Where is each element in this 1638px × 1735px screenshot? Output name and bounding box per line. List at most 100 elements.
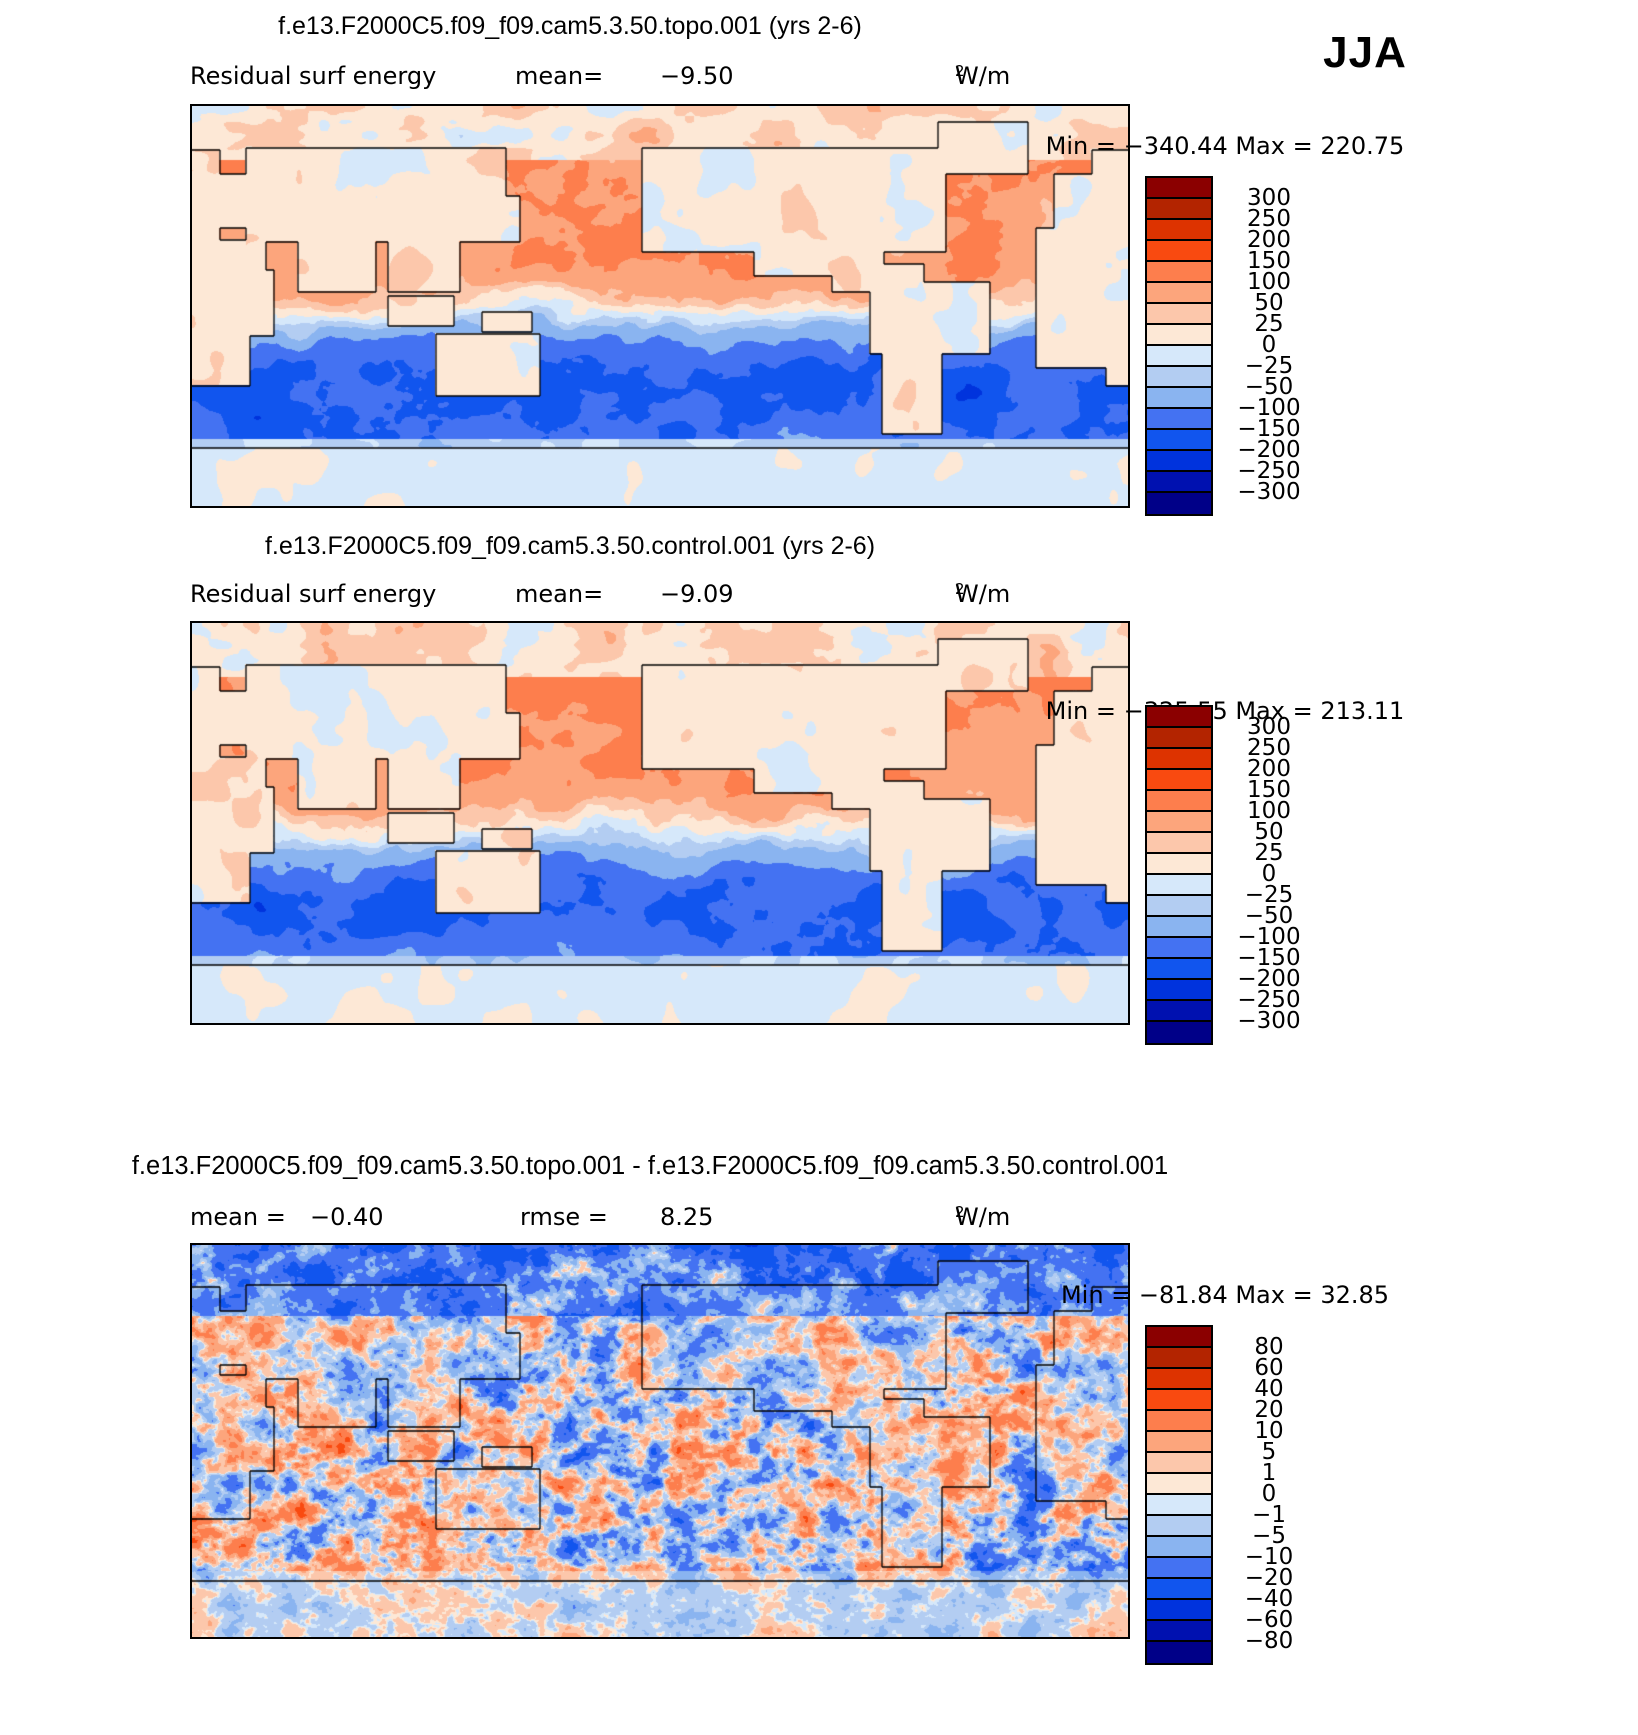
- colorbar-tick-label: 150: [1247, 777, 1291, 803]
- colorbar-tick-label: −200: [1237, 437, 1301, 463]
- map-difference: [190, 1243, 1130, 1639]
- rmse-label-difference: rmse =: [520, 1203, 608, 1231]
- colorbar-tick-label: 0: [1261, 1481, 1277, 1507]
- colorbar-tick-label: −50: [1244, 374, 1294, 400]
- mean-value-topo: −9.50: [660, 62, 734, 90]
- colorbar-tick-label: 300: [1247, 714, 1291, 740]
- panel-subrow-topo: Residual surf energy mean= −9.50 W/m 2: [190, 62, 1011, 90]
- colorbar-swatch: [1147, 959, 1211, 980]
- mean-value-control: −9.09: [660, 580, 734, 608]
- colorbar-swatch: [1147, 1642, 1211, 1663]
- colorbar-tick-label: 25: [1254, 311, 1284, 337]
- colorbar-tick-label: 10: [1254, 1418, 1284, 1444]
- colorbar-swatch: [1147, 938, 1211, 959]
- colorbar-swatch: [1147, 1558, 1211, 1579]
- panel-title-difference: f.e13.F2000C5.f09_f09.cam5.3.50.topo.001…: [131, 1152, 1169, 1180]
- colorbar-tick-label: −60: [1244, 1607, 1294, 1633]
- variable-label-topo: Residual surf energy: [190, 62, 437, 90]
- rmse-value-difference: 8.25: [660, 1203, 714, 1231]
- colorbar-tick-label: 40: [1254, 1376, 1284, 1402]
- colorbar-swatch: [1147, 1474, 1211, 1495]
- colorbar-tick-label: −300: [1237, 1008, 1301, 1034]
- mean-label-topo: mean=: [515, 62, 604, 90]
- colorbar-tick-label: 5: [1261, 1439, 1277, 1465]
- colorbar-tick-label: −40: [1244, 1586, 1294, 1612]
- colorbar-swatches-difference: [1145, 1325, 1213, 1665]
- colorbar-swatch: [1147, 1579, 1211, 1600]
- colorbar-swatches-topo: [1145, 176, 1213, 516]
- colorbar-tick-label: −100: [1237, 395, 1301, 421]
- colorbar-swatch: [1147, 917, 1211, 938]
- colorbar-tick-label: 50: [1254, 290, 1284, 316]
- colorbar-tick-label: −300: [1237, 479, 1301, 505]
- colorbar-swatch: [1147, 241, 1211, 262]
- mean-label-difference: mean =: [190, 1203, 286, 1231]
- colorbar-swatch: [1147, 1432, 1211, 1453]
- map-canvas-difference: [192, 1245, 1128, 1637]
- colorbar-tick-label: 80: [1254, 1334, 1284, 1360]
- colorbar-swatch: [1147, 854, 1211, 875]
- colorbar-tick-label: 20: [1254, 1397, 1284, 1423]
- map-canvas-control: [192, 623, 1128, 1023]
- colorbar-swatch: [1147, 1537, 1211, 1558]
- colorbar-tick-label: 200: [1247, 756, 1291, 782]
- colorbar-swatch: [1147, 1022, 1211, 1043]
- colorbar-swatch: [1147, 451, 1211, 472]
- colorbar-swatch: [1147, 707, 1211, 728]
- colorbar-tick-label: 300: [1247, 185, 1291, 211]
- colorbar-tick-label: −20: [1244, 1565, 1294, 1591]
- colorbar-tick-label: −150: [1237, 416, 1301, 442]
- colorbar-swatch: [1147, 1327, 1211, 1348]
- colorbar-swatch: [1147, 178, 1211, 199]
- colorbar-tick-label: −5: [1252, 1523, 1286, 1549]
- colorbar-swatch: [1147, 325, 1211, 346]
- minmax-difference: Min = −81.84 Max = 32.85: [1060, 1281, 1390, 1309]
- colorbar-swatch: [1147, 346, 1211, 367]
- colorbar-swatch: [1147, 1516, 1211, 1537]
- colorbar-swatch: [1147, 409, 1211, 430]
- colorbar-swatch: [1147, 1390, 1211, 1411]
- colorbar-swatch: [1147, 1369, 1211, 1390]
- colorbar-tick-label: −250: [1237, 458, 1301, 484]
- minmax-topo: Min = −340.44 Max = 220.75: [1045, 132, 1405, 160]
- colorbar-tick-label: 150: [1247, 248, 1291, 274]
- colorbar-swatch: [1147, 388, 1211, 409]
- colorbar-swatch: [1147, 875, 1211, 896]
- colorbar-swatch: [1147, 1621, 1211, 1642]
- colorbar-swatch: [1147, 896, 1211, 917]
- colorbar-tick-label: 0: [1261, 332, 1277, 358]
- colorbar-swatch: [1147, 262, 1211, 283]
- colorbar-swatch: [1147, 980, 1211, 1001]
- colorbar-swatch: [1147, 1348, 1211, 1369]
- season-label: JJA: [1323, 28, 1407, 77]
- colorbar-swatch: [1147, 199, 1211, 220]
- colorbar-swatch: [1147, 1495, 1211, 1516]
- panel-title-topo: f.e13.F2000C5.f09_f09.cam5.3.50.topo.001…: [278, 12, 862, 40]
- colorbar-swatch: [1147, 791, 1211, 812]
- mean-label-control: mean=: [515, 580, 604, 608]
- colorbar-swatch: [1147, 1453, 1211, 1474]
- minmax-control: Min = −325.55 Max = 213.11: [1045, 697, 1405, 725]
- colorbar-tick-label: 250: [1247, 206, 1291, 232]
- variable-label-control: Residual surf energy: [190, 580, 437, 608]
- colorbar-tick-label: 60: [1254, 1355, 1284, 1381]
- colorbar-swatch: [1147, 430, 1211, 451]
- colorbar-tick-label: 1: [1261, 1460, 1277, 1486]
- colorbar-swatch: [1147, 1600, 1211, 1621]
- colorbar-swatch: [1147, 304, 1211, 325]
- colorbar-tick-label: 250: [1247, 735, 1291, 761]
- colorbar-tick-label: −25: [1244, 353, 1294, 379]
- map-control: [190, 621, 1130, 1025]
- colorbar-swatch: [1147, 728, 1211, 749]
- colorbar-swatch: [1147, 283, 1211, 304]
- colorbar-tick-label: −150: [1237, 945, 1301, 971]
- panel-subrow-difference: mean = −0.40 rmse = 8.25 W/m 2: [190, 1203, 1011, 1231]
- colorbar-tick-label: 100: [1247, 269, 1291, 295]
- colorbar-swatch: [1147, 770, 1211, 791]
- colorbar-tick-label: −50: [1244, 903, 1294, 929]
- colorbar-tick-label: −200: [1237, 966, 1301, 992]
- colorbar-tick-label: −1: [1252, 1502, 1286, 1528]
- colorbar-swatch: [1147, 749, 1211, 770]
- map-topo: [190, 104, 1130, 508]
